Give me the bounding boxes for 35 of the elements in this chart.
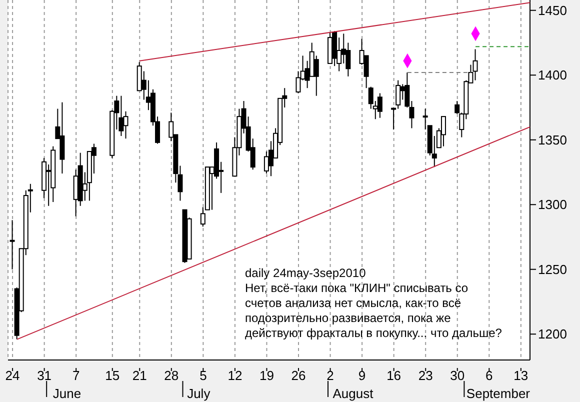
x2-tick-label: June <box>52 386 82 401</box>
x-tick-label: 21 <box>132 368 147 383</box>
x2-tick-label: July <box>187 386 211 401</box>
x-tick-label: 12 <box>228 368 242 383</box>
candlestick <box>314 55 319 96</box>
annotation: счетов анализа нет смысла, как-то всё <box>245 296 462 311</box>
y-tick-label: 1350 <box>538 132 567 148</box>
annotation: daily 24may-3sep2010 <box>245 266 367 281</box>
x-tick-label: 15 <box>105 368 120 383</box>
x2-tick-label: August <box>332 386 374 401</box>
x-tick-label: 7 <box>72 368 80 383</box>
x-tick-label: 23 <box>418 368 433 383</box>
x-tick-label: 24 <box>5 368 20 383</box>
y-tick-label: 1200 <box>538 326 567 342</box>
x-tick-label: 2 <box>326 368 334 383</box>
x-tick-label: 28 <box>164 368 179 383</box>
y-tick-label: 1400 <box>538 68 567 83</box>
candlestick <box>472 48 478 81</box>
x-tick-label: 30 <box>450 368 465 383</box>
x-tick-label: 13 <box>514 368 528 383</box>
x-tick-label: 5 <box>200 368 207 383</box>
annotation: подозрительно развивается, пока же <box>245 311 452 326</box>
y-tick-label: 1250 <box>538 262 567 277</box>
x-tick-label: 26 <box>291 368 306 383</box>
x-tick-label: 16 <box>386 368 402 383</box>
candlestick <box>377 92 382 118</box>
x-tick-label: 31 <box>37 368 52 383</box>
annotation: действуют фракталы в покупку... что дальше? <box>245 326 502 341</box>
y-tick-label: 1300 <box>538 197 567 212</box>
x2-tick-label: September <box>466 386 531 401</box>
y-tick-label: 1450 <box>538 2 567 18</box>
x-tick-label: 9 <box>358 368 366 383</box>
x-tick-label: 19 <box>259 368 274 383</box>
annotation: Нет, всё-таки пока "КЛИН" списывать со <box>245 281 470 296</box>
x-tick-label: 6 <box>486 368 493 383</box>
